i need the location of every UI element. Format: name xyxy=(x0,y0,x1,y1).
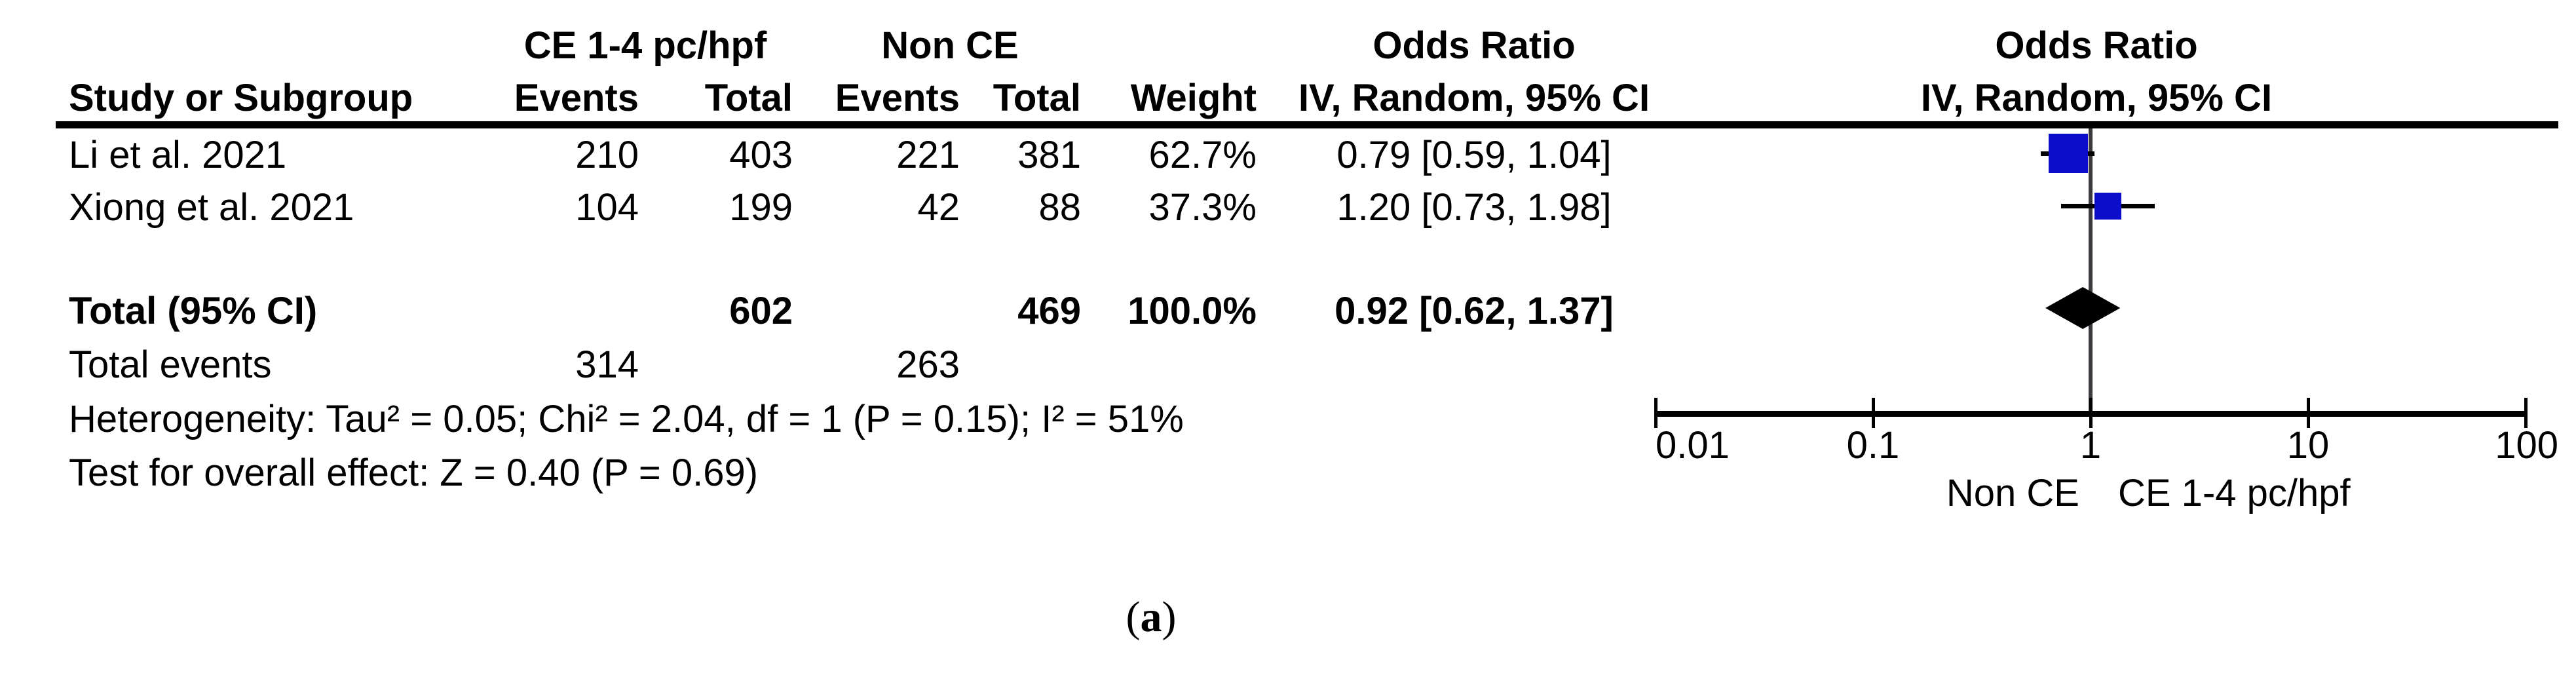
total-events-label: Total events xyxy=(69,343,272,386)
total1-column-header: Total xyxy=(704,77,793,119)
odds-ratio-header-right: Odds Ratio xyxy=(1995,24,2198,67)
caption-letter: a xyxy=(1140,593,1162,641)
study-total-nonce: 88 xyxy=(1038,186,1081,229)
overall-effect-text: Test for overall effect: Z = 0.40 (P = 0… xyxy=(69,452,759,494)
axis-tick xyxy=(2306,398,2310,428)
total-nonce: 469 xyxy=(1017,290,1081,332)
ci-plot-header: IV, Random, 95% CI xyxy=(1920,77,2273,119)
study-events-ce: 210 xyxy=(575,134,639,176)
axis-tick-label: 0.01 xyxy=(1656,424,1730,467)
study-column-header: Study or Subgroup xyxy=(69,77,413,119)
study-events-ce: 104 xyxy=(575,186,639,229)
study-total-nonce: 381 xyxy=(1017,134,1081,176)
total-ce: 602 xyxy=(729,290,793,332)
axis-tick-label: 100 xyxy=(2495,424,2558,467)
axis-label-favours-right: CE 1-4 pc/hpf xyxy=(2118,472,2351,514)
study-total-ce: 199 xyxy=(729,186,793,229)
study-name: Xiong et al. 2021 xyxy=(69,186,354,229)
total-events-ce: 314 xyxy=(575,343,639,386)
axis-tick-label: 1 xyxy=(2079,424,2102,467)
axis-label-favours-left: Non CE xyxy=(1946,472,2079,514)
events1-column-header: Events xyxy=(514,77,639,119)
study-weight: 37.3% xyxy=(1148,186,1257,229)
odds-ratio-header-left: Odds Ratio xyxy=(1373,24,1576,67)
weight-column-header: Weight xyxy=(1130,77,1257,119)
heterogeneity-text: Heterogeneity: Tau² = 0.05; Chi² = 2.04,… xyxy=(69,398,1184,440)
study-ci-text: 1.20 [0.73, 1.98] xyxy=(1336,186,1612,229)
figure-caption: (a) xyxy=(1020,588,1282,647)
pooled-diamond xyxy=(2045,287,2121,329)
axis-tick xyxy=(2524,398,2528,428)
total2-column-header: Total xyxy=(993,77,1081,119)
axis-tick xyxy=(2089,398,2093,428)
total-weight: 100.0% xyxy=(1127,290,1257,332)
group2-header: Non CE xyxy=(881,24,1019,67)
total-events-nonce: 263 xyxy=(896,343,960,386)
caption-close: ) xyxy=(1162,593,1177,641)
axis-tick-label: 10 xyxy=(2286,424,2330,467)
total-ci-text: 0.92 [0.62, 1.37] xyxy=(1335,290,1614,332)
study-events-nonce: 42 xyxy=(917,186,960,229)
no-effect-line xyxy=(2089,128,2093,417)
study-marker-square xyxy=(2094,192,2121,220)
header-rule xyxy=(56,121,2558,128)
study-total-ce: 403 xyxy=(729,134,793,176)
total-label: Total (95% CI) xyxy=(69,290,318,332)
caption-open: ( xyxy=(1126,593,1141,641)
axis-tick xyxy=(1871,398,1875,428)
axis-tick xyxy=(1654,398,1657,428)
study-events-nonce: 221 xyxy=(896,134,960,176)
group1-header: CE 1-4 pc/hpf xyxy=(523,24,767,67)
events2-column-header: Events xyxy=(835,77,960,119)
study-marker-square xyxy=(2049,134,2088,173)
study-ci-text: 0.79 [0.59, 1.04] xyxy=(1336,134,1612,176)
axis-tick-label: 0.1 xyxy=(1846,424,1900,467)
study-name: Li et al. 2021 xyxy=(69,134,287,176)
ci-column-header: IV, Random, 95% CI xyxy=(1298,77,1650,119)
study-weight: 62.7% xyxy=(1148,134,1257,176)
